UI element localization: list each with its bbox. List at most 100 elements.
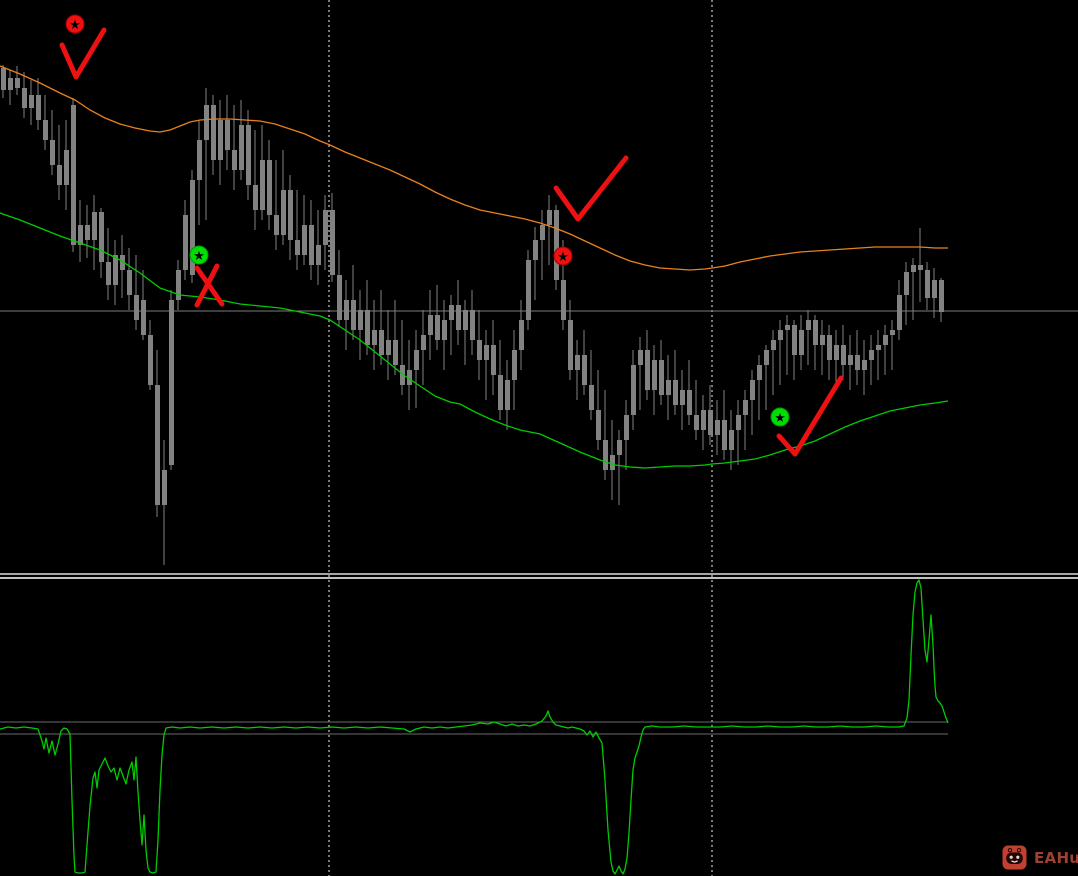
candle-body bbox=[575, 355, 580, 370]
candle-body bbox=[449, 305, 454, 320]
candle-body bbox=[743, 400, 748, 415]
candle-body bbox=[750, 380, 755, 400]
candle-body bbox=[925, 270, 930, 298]
candle-body bbox=[610, 455, 615, 470]
candle-body bbox=[8, 78, 13, 90]
ma-upper-orange-line bbox=[0, 65, 948, 271]
candle-body bbox=[799, 330, 804, 355]
candle-body bbox=[379, 330, 384, 355]
candle-body bbox=[176, 270, 181, 300]
candle-body bbox=[498, 375, 503, 410]
candle-body bbox=[99, 212, 104, 262]
candle-body bbox=[183, 215, 188, 270]
candle-body bbox=[617, 440, 622, 455]
candle-body bbox=[71, 105, 76, 245]
candle-body bbox=[211, 105, 216, 160]
candlesticks bbox=[1, 65, 944, 565]
candle-body bbox=[442, 320, 447, 340]
candle-body bbox=[92, 212, 97, 240]
candle-body bbox=[785, 325, 790, 330]
candle-body bbox=[848, 355, 853, 365]
candle-body bbox=[771, 340, 776, 350]
candle-body bbox=[911, 265, 916, 272]
candle-body bbox=[813, 320, 818, 345]
ma-lower-path bbox=[0, 212, 949, 469]
candle-body bbox=[274, 215, 279, 235]
candle-body bbox=[106, 262, 111, 285]
candle-body bbox=[344, 300, 349, 320]
candle-body bbox=[295, 240, 300, 255]
candle-body bbox=[15, 78, 20, 88]
candle-body bbox=[400, 365, 405, 385]
candle-body bbox=[484, 345, 489, 360]
candle-body bbox=[50, 140, 55, 165]
candle-body bbox=[407, 370, 412, 385]
candle-body bbox=[358, 310, 363, 330]
candle-body bbox=[582, 355, 587, 385]
candle-body bbox=[869, 350, 874, 360]
candle-body bbox=[841, 345, 846, 365]
candle-body bbox=[603, 440, 608, 470]
candle-body bbox=[890, 330, 895, 335]
candle-body bbox=[29, 95, 34, 108]
candle-body bbox=[134, 295, 139, 320]
candle-body bbox=[855, 355, 860, 370]
candle-body bbox=[778, 330, 783, 340]
candle-body bbox=[932, 280, 937, 298]
candle-body bbox=[631, 365, 636, 415]
candle-body bbox=[463, 310, 468, 330]
candle-body bbox=[36, 95, 41, 120]
candle-body bbox=[120, 255, 125, 270]
candle-body bbox=[260, 160, 265, 210]
candle-body bbox=[533, 240, 538, 260]
candle-body bbox=[204, 105, 209, 140]
candle-body bbox=[827, 335, 832, 360]
candle-body bbox=[820, 335, 825, 345]
candle-body bbox=[190, 180, 195, 275]
candle-body bbox=[148, 335, 153, 385]
candle-body bbox=[568, 320, 573, 370]
candle-body bbox=[197, 140, 202, 180]
candle-body bbox=[246, 125, 251, 185]
candle-body bbox=[428, 315, 433, 335]
candle-body bbox=[309, 225, 314, 265]
candle-body bbox=[323, 210, 328, 245]
hand-drawn-annotations: ★ ★ ★ ★ bbox=[59, 14, 844, 457]
candle-body bbox=[78, 225, 83, 245]
candle-body bbox=[722, 420, 727, 450]
candle-body bbox=[638, 350, 643, 365]
candle-body bbox=[1, 68, 6, 90]
candle-body bbox=[715, 420, 720, 435]
sell-star-marker bbox=[553, 246, 573, 266]
candle-body bbox=[757, 365, 762, 380]
candle-body bbox=[330, 210, 335, 275]
candle-body bbox=[834, 345, 839, 360]
candle-body bbox=[232, 150, 237, 170]
ma-upper-path bbox=[0, 65, 948, 271]
candle-body bbox=[897, 295, 902, 330]
oscillator-indicator-line bbox=[0, 579, 949, 875]
candle-body bbox=[127, 270, 132, 295]
candle-body bbox=[673, 380, 678, 405]
candle-body bbox=[316, 245, 321, 265]
candle-body bbox=[393, 340, 398, 365]
buy-star-marker-star-icon: ★ bbox=[774, 411, 786, 426]
candle-body bbox=[624, 415, 629, 440]
buy-star-marker bbox=[189, 245, 209, 265]
candle-body bbox=[540, 225, 545, 240]
candle-body bbox=[729, 430, 734, 450]
candle-body bbox=[918, 265, 923, 270]
candle-body bbox=[512, 350, 517, 380]
candle-body bbox=[666, 380, 671, 395]
candle-body bbox=[687, 390, 692, 415]
candle-body bbox=[365, 310, 370, 345]
candle-body bbox=[491, 345, 496, 375]
candle-body bbox=[267, 160, 272, 215]
red-checkmark-annotation bbox=[553, 155, 629, 222]
candle-body bbox=[43, 120, 48, 140]
red-x-annotation bbox=[194, 263, 220, 308]
buy-star-marker bbox=[770, 407, 790, 427]
sell-star-marker-star-icon: ★ bbox=[557, 250, 569, 265]
ma-lower-green-line bbox=[0, 212, 949, 469]
